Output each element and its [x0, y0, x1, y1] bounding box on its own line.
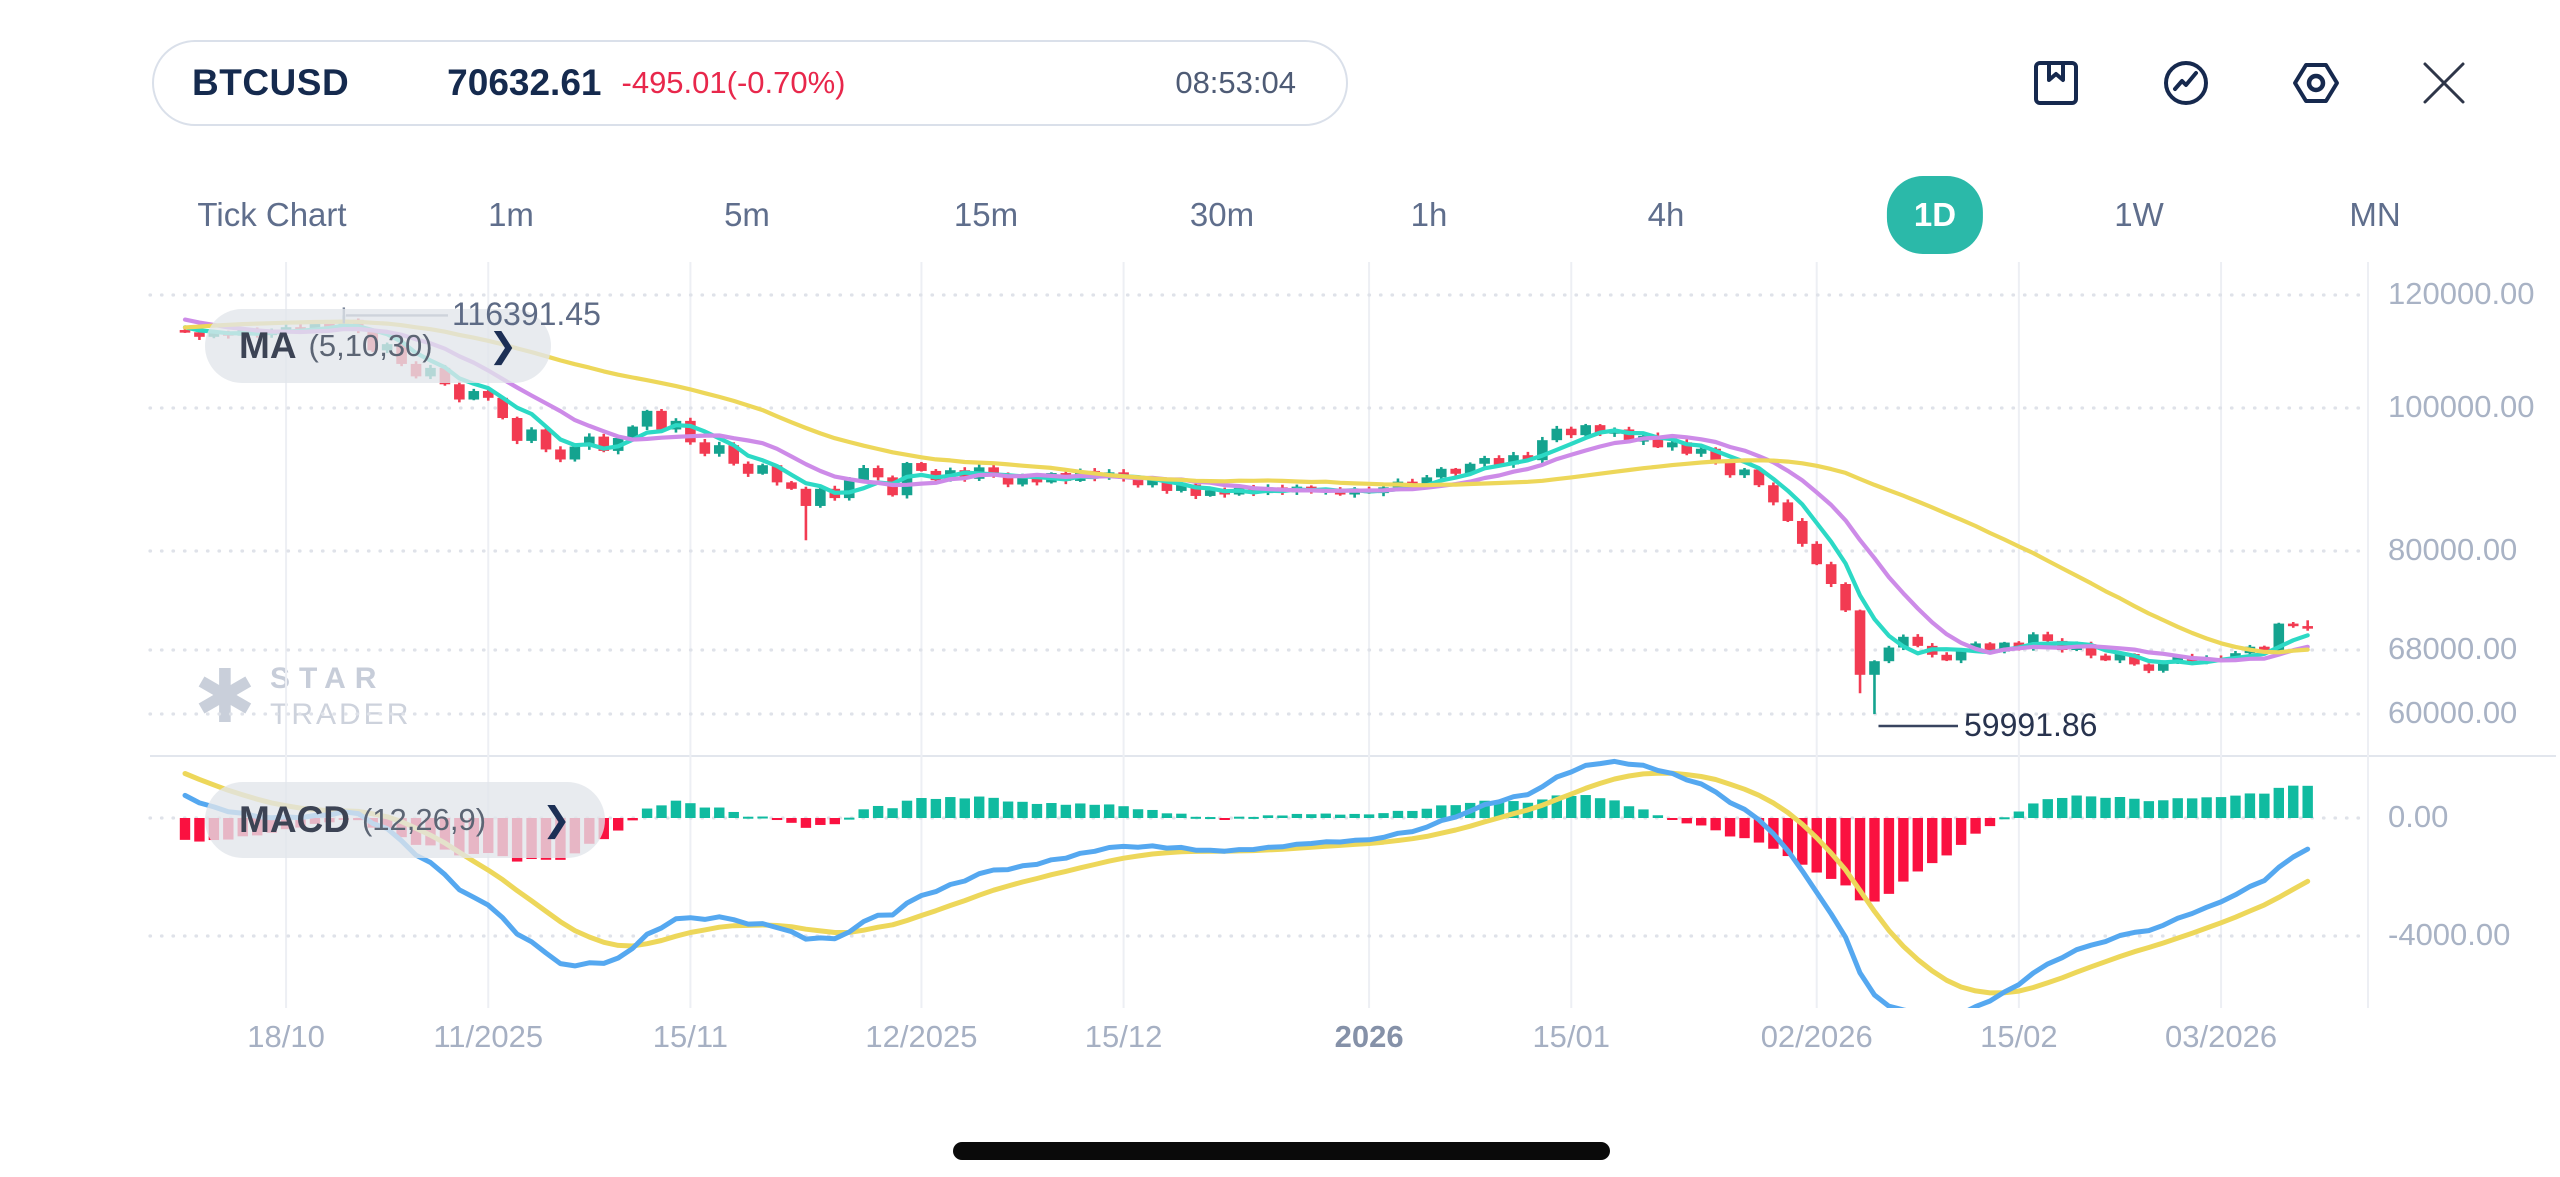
date-axis-tick: 2026 — [1334, 1019, 1404, 1054]
settings-hexagon-icon[interactable] — [2292, 59, 2340, 107]
chevron-right-icon[interactable]: ❯ — [488, 327, 518, 365]
star-logo-icon: ✱ — [194, 655, 257, 738]
tab-tick-chart[interactable]: Tick Chart — [197, 196, 347, 233]
panel-separator — [150, 755, 2556, 757]
watermark-line2: TRADER — [270, 698, 412, 731]
macd-name: MACD — [239, 799, 350, 840]
quote-header[interactable]: BTCUSD 70632.61 -495.01(-0.70%) 08:53:04 — [152, 40, 1348, 126]
ma5-line — [182, 323, 2310, 666]
tab-5m[interactable]: 5m — [724, 196, 770, 233]
symbol-label: BTCUSD — [192, 62, 350, 103]
macd-axis-tick: 0.00 — [2388, 799, 2449, 834]
tab-30m[interactable]: 30m — [1189, 196, 1255, 233]
date-axis-tick: 18/10 — [247, 1019, 325, 1054]
tab-1h[interactable]: 1h — [1410, 196, 1448, 233]
low-price-label: 59991.86 — [1964, 707, 2098, 743]
date-axis-tick: 11/2025 — [433, 1019, 544, 1054]
price-change: -495.01(-0.70%) — [621, 65, 846, 100]
tab-1w[interactable]: 1W — [2114, 196, 2164, 233]
chevron-right-icon[interactable]: ❯ — [542, 801, 571, 839]
date-axis-tick: 12/2025 — [865, 1019, 978, 1054]
tab-4h[interactable]: 4h — [1647, 196, 1685, 233]
ma-params: (5,10,30) — [308, 328, 433, 363]
macd-params: (12,26,9) — [361, 802, 487, 837]
ma-legend[interactable]: MA (5,10,30) ❯ — [205, 309, 552, 383]
server-time: 08:53:04 — [1175, 65, 1296, 100]
macd-legend[interactable]: MACD (12,26,9) ❯ — [205, 782, 605, 858]
indicator-pulse-icon[interactable] — [2162, 59, 2210, 107]
date-axis-tick: 15/12 — [1084, 1019, 1163, 1054]
tab-15m[interactable]: 15m — [953, 196, 1019, 233]
ma10-line — [182, 317, 2310, 663]
date-axis-tick: 15/11 — [652, 1019, 729, 1054]
watermark-line1: STAR — [270, 662, 386, 695]
price-axis-tick: 80000.00 — [2388, 532, 2518, 567]
date-axis-tick: 03/2026 — [2165, 1019, 2278, 1054]
ma-name: MA — [239, 325, 297, 366]
high-price-label: 116391.45 — [452, 296, 601, 333]
home-indicator-bar[interactable] — [953, 1142, 1610, 1160]
price-axis-tick: 100000.00 — [2388, 389, 2535, 424]
bookmark-icon[interactable] — [2032, 59, 2080, 107]
brand-watermark: ✱ STAR TRADER — [194, 660, 411, 734]
date-axis-tick: 15/02 — [1980, 1019, 2058, 1054]
price-axis-tick: 60000.00 — [2388, 695, 2518, 730]
macd-axis-tick: -4000.00 — [2388, 917, 2511, 952]
date-axis-tick: 15/01 — [1532, 1019, 1611, 1054]
price-axis-tick: 68000.00 — [2388, 631, 2518, 666]
close-icon[interactable] — [2420, 59, 2468, 107]
last-price: 70632.61 — [447, 62, 602, 103]
price-axis-tick: 120000.00 — [2388, 276, 2535, 311]
price-markers — [342, 307, 1958, 728]
date-axis-tick: 02/2026 — [1760, 1019, 1873, 1054]
tab-1m[interactable]: 1m — [488, 196, 534, 233]
tab-1d[interactable]: 1D — [1886, 176, 1984, 254]
tab-mn[interactable]: MN — [2349, 196, 2401, 233]
